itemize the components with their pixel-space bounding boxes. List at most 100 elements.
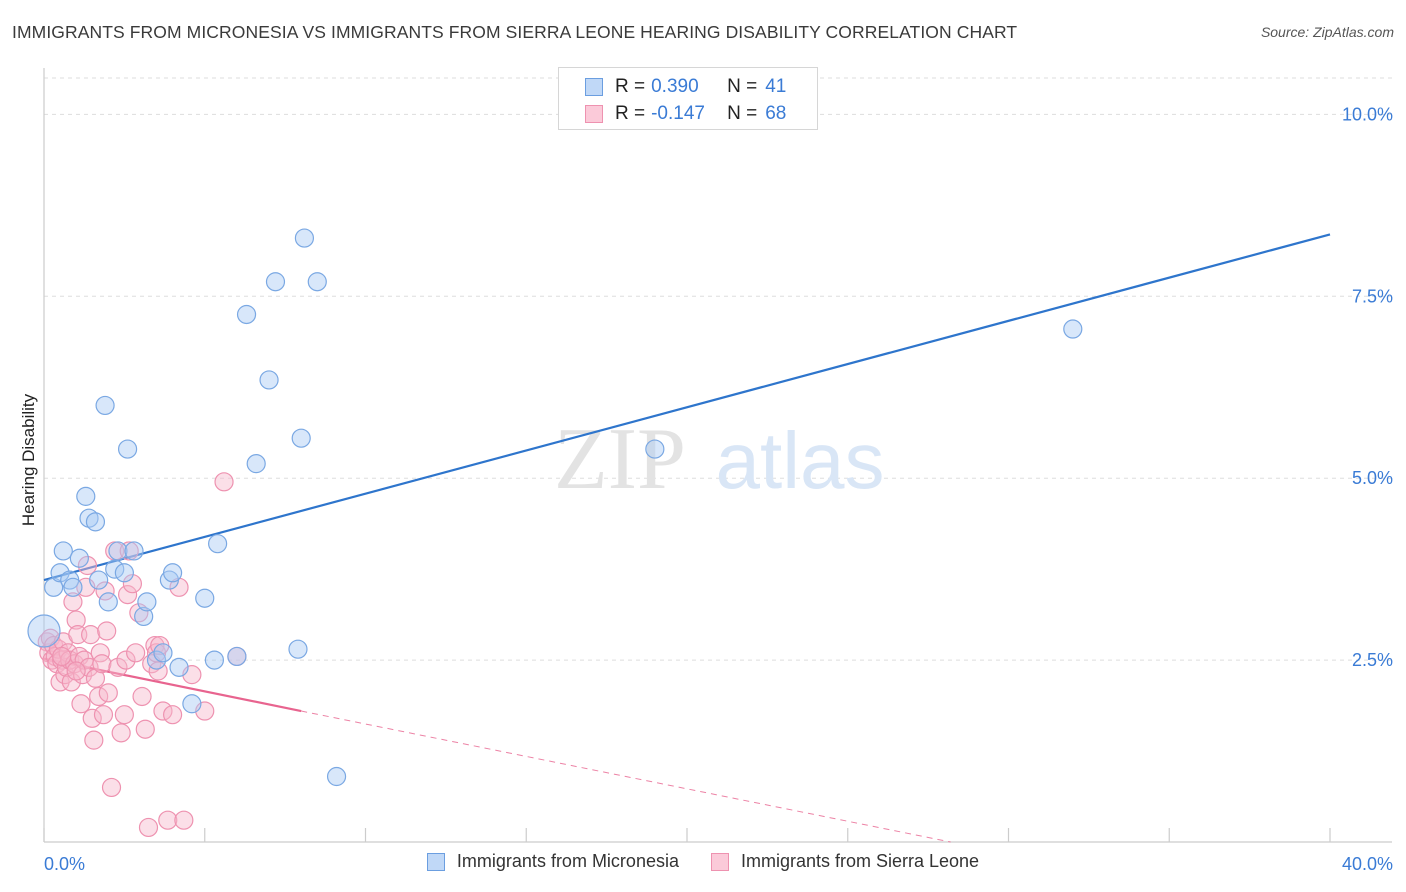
point-micronesia bbox=[645, 439, 665, 459]
point-sierra-leone bbox=[153, 701, 173, 721]
watermark-atlas: atlas bbox=[716, 416, 885, 505]
r-label: R = bbox=[615, 103, 646, 124]
point-micronesia bbox=[246, 454, 266, 474]
stats-legend: R = 0.390 N = 41 R = -0.147 N = 68 bbox=[558, 67, 818, 130]
point-micronesia bbox=[291, 428, 311, 448]
point-sierra-leone bbox=[145, 635, 165, 656]
point-sierra-leone bbox=[135, 719, 155, 739]
point-sierra-leone bbox=[108, 657, 128, 677]
y-tick-label: 5.0% bbox=[1352, 468, 1393, 488]
point-sierra-leone bbox=[119, 541, 139, 561]
point-micronesia bbox=[288, 639, 308, 659]
point-micronesia bbox=[137, 592, 157, 612]
point-sierra-leone bbox=[116, 650, 136, 670]
point-sierra-leone bbox=[66, 610, 86, 630]
point-micronesia bbox=[76, 486, 96, 506]
legend-item-micronesia[interactable]: Immigrants from Micronesia bbox=[426, 851, 679, 872]
point-sierra-leone bbox=[77, 555, 98, 576]
legend-item-sierra-leone[interactable]: Immigrants from Sierra Leone bbox=[710, 851, 979, 872]
r-label: R = bbox=[615, 76, 646, 97]
y-tick-label: 10.0% bbox=[1342, 104, 1393, 124]
trend-lines bbox=[43, 233, 1331, 843]
point-micronesia bbox=[153, 643, 173, 663]
point-sierra-leone bbox=[52, 646, 72, 667]
point-micronesia bbox=[50, 563, 70, 583]
trend-line-sierra-leone-extension bbox=[301, 710, 951, 843]
point-sierra-leone bbox=[101, 777, 122, 798]
trend-line-micronesia bbox=[43, 233, 1331, 582]
point-micronesia bbox=[204, 650, 224, 670]
y-tick-label: 2.5% bbox=[1352, 650, 1393, 670]
sierra-leone-swatch bbox=[585, 105, 603, 123]
point-micronesia bbox=[89, 570, 109, 590]
point-sierra-leone bbox=[214, 472, 234, 492]
micronesia-swatch bbox=[585, 78, 603, 96]
point-micronesia bbox=[294, 228, 315, 248]
point-micronesia bbox=[98, 592, 118, 612]
watermark: ZIP atlas bbox=[554, 411, 884, 508]
data-points bbox=[27, 228, 1083, 838]
point-micronesia bbox=[105, 559, 125, 579]
n-label: N = bbox=[727, 103, 758, 124]
point-sierra-leone bbox=[163, 705, 183, 725]
point-sierra-leone bbox=[98, 683, 118, 703]
n-value: 68 bbox=[765, 103, 787, 124]
point-micronesia bbox=[163, 563, 183, 583]
point-sierra-leone bbox=[81, 625, 101, 645]
n-value: 41 bbox=[765, 76, 787, 97]
axes: 2.5% 5.0% 7.5% 10.0% bbox=[43, 68, 1393, 843]
point-micronesia bbox=[265, 272, 286, 292]
point-sierra-leone bbox=[97, 621, 117, 641]
point-micronesia bbox=[108, 541, 128, 561]
legend-label-micronesia: Immigrants from Micronesia bbox=[456, 851, 679, 871]
point-micronesia bbox=[117, 439, 138, 459]
point-micronesia bbox=[259, 370, 279, 390]
point-sierra-leone bbox=[122, 574, 143, 594]
point-micronesia bbox=[208, 534, 228, 554]
point-sierra-leone bbox=[84, 730, 104, 750]
point-micronesia bbox=[134, 606, 154, 627]
point-sierra-leone bbox=[79, 657, 99, 677]
point-micronesia bbox=[1063, 319, 1083, 339]
x-tick-label-min: 0.0% bbox=[44, 854, 85, 874]
point-sierra-leone bbox=[138, 817, 159, 838]
point-sierra-leone bbox=[95, 581, 115, 601]
point-sierra-leone bbox=[89, 686, 109, 707]
legend-row-micronesia: R = 0.390 N = 41 bbox=[585, 74, 835, 100]
point-sierra-leone bbox=[111, 723, 131, 743]
series-legend: Immigrants from Micronesia Immigrants fr… bbox=[0, 851, 1406, 872]
point-sierra-leone bbox=[158, 810, 178, 830]
point-sierra-leone bbox=[174, 810, 194, 830]
point-micronesia bbox=[69, 548, 89, 568]
point-sierra-leone bbox=[71, 694, 91, 714]
micronesia-legend-swatch bbox=[426, 852, 445, 871]
source-credit: Source: ZipAtlas.com bbox=[1260, 24, 1394, 40]
y-axis-label: Hearing Disability bbox=[19, 393, 38, 526]
legend-row-sierra-leone: R = -0.147 N = 68 bbox=[585, 101, 835, 127]
point-sierra-leone bbox=[117, 585, 138, 605]
point-sierra-leone bbox=[92, 654, 112, 674]
point-micronesia bbox=[236, 304, 257, 325]
point-micronesia bbox=[227, 646, 247, 667]
watermark-zip: ZIP bbox=[554, 411, 686, 508]
point-micronesia bbox=[195, 588, 215, 608]
point-sierra-leone bbox=[72, 665, 93, 685]
point-sierra-leone bbox=[93, 705, 114, 725]
sierra-leone-legend-swatch bbox=[710, 852, 729, 871]
point-micronesia bbox=[27, 614, 61, 648]
point-micronesia bbox=[114, 563, 134, 583]
point-sierra-leone bbox=[63, 592, 83, 612]
grid-lines bbox=[44, 77, 1392, 661]
x-tick-label-max: 40.0% bbox=[1342, 854, 1393, 874]
point-micronesia bbox=[63, 577, 83, 597]
point-sierra-leone bbox=[82, 708, 102, 728]
point-micronesia bbox=[307, 272, 327, 292]
point-sierra-leone bbox=[58, 643, 78, 663]
point-sierra-leone bbox=[114, 705, 134, 725]
chart-title: IMMIGRANTS FROM MICRONESIA VS IMMIGRANTS… bbox=[12, 22, 1018, 42]
point-micronesia bbox=[326, 766, 347, 787]
point-sierra-leone bbox=[66, 661, 86, 681]
point-micronesia bbox=[79, 508, 99, 528]
point-sierra-leone bbox=[61, 672, 81, 692]
